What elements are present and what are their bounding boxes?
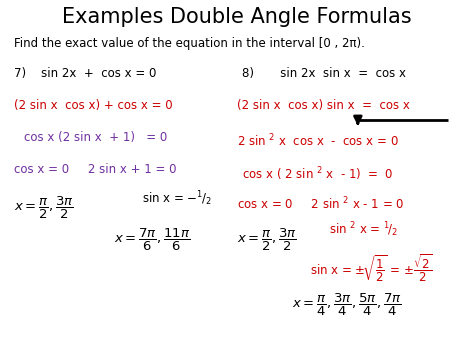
Text: sin x = $-^{1\!}/_{2}$: sin x = $-^{1\!}/_{2}$	[142, 189, 212, 208]
Text: cos x = 0     2 sin x + 1 = 0: cos x = 0 2 sin x + 1 = 0	[14, 163, 177, 176]
Text: sin $^2$ x = $^{1\!}/_{2}$: sin $^2$ x = $^{1\!}/_{2}$	[329, 220, 399, 239]
Text: $x = \dfrac{\pi}{2},\dfrac{3\pi}{2}$: $x = \dfrac{\pi}{2},\dfrac{3\pi}{2}$	[14, 195, 74, 222]
Text: Examples Double Angle Formulas: Examples Double Angle Formulas	[62, 7, 412, 27]
Text: Find the exact value of the equation in the interval [0 , 2π).: Find the exact value of the equation in …	[14, 37, 365, 50]
Text: (2 sin x  cos x) + cos x = 0: (2 sin x cos x) + cos x = 0	[14, 99, 173, 113]
Text: cos x ( 2 sin $^2$ x  - 1)  =  0: cos x ( 2 sin $^2$ x - 1) = 0	[242, 165, 393, 183]
Text: cos x = 0     2 sin $^2$ x - 1 = 0: cos x = 0 2 sin $^2$ x - 1 = 0	[237, 195, 404, 212]
Text: 2 sin $^2$ x  cos x  -  cos x = 0: 2 sin $^2$ x cos x - cos x = 0	[237, 133, 399, 150]
Text: $x = \dfrac{\pi}{2},\dfrac{3\pi}{2}$: $x = \dfrac{\pi}{2},\dfrac{3\pi}{2}$	[237, 227, 297, 253]
Text: $x = \dfrac{\pi}{4},\dfrac{3\pi}{4},\dfrac{5\pi}{4},\dfrac{7\pi}{4}$: $x = \dfrac{\pi}{4},\dfrac{3\pi}{4},\dfr…	[292, 292, 401, 318]
Text: cos x (2 sin x  + 1)   = 0: cos x (2 sin x + 1) = 0	[24, 131, 167, 144]
Text: sin x = $\pm\!\sqrt{\dfrac{1}{2}}$ = $\pm\dfrac{\sqrt{2}}{2}$: sin x = $\pm\!\sqrt{\dfrac{1}{2}}$ = $\p…	[310, 253, 433, 284]
Text: 7)    sin 2x  +  cos x = 0: 7) sin 2x + cos x = 0	[14, 67, 156, 81]
Text: (2 sin x  cos x) sin x  =  cos x: (2 sin x cos x) sin x = cos x	[237, 99, 410, 113]
Text: $x = \dfrac{7\pi}{6},\dfrac{11\pi}{6}$: $x = \dfrac{7\pi}{6},\dfrac{11\pi}{6}$	[114, 227, 190, 253]
Text: 8)       sin 2x  sin x  =  cos x: 8) sin 2x sin x = cos x	[242, 67, 406, 81]
